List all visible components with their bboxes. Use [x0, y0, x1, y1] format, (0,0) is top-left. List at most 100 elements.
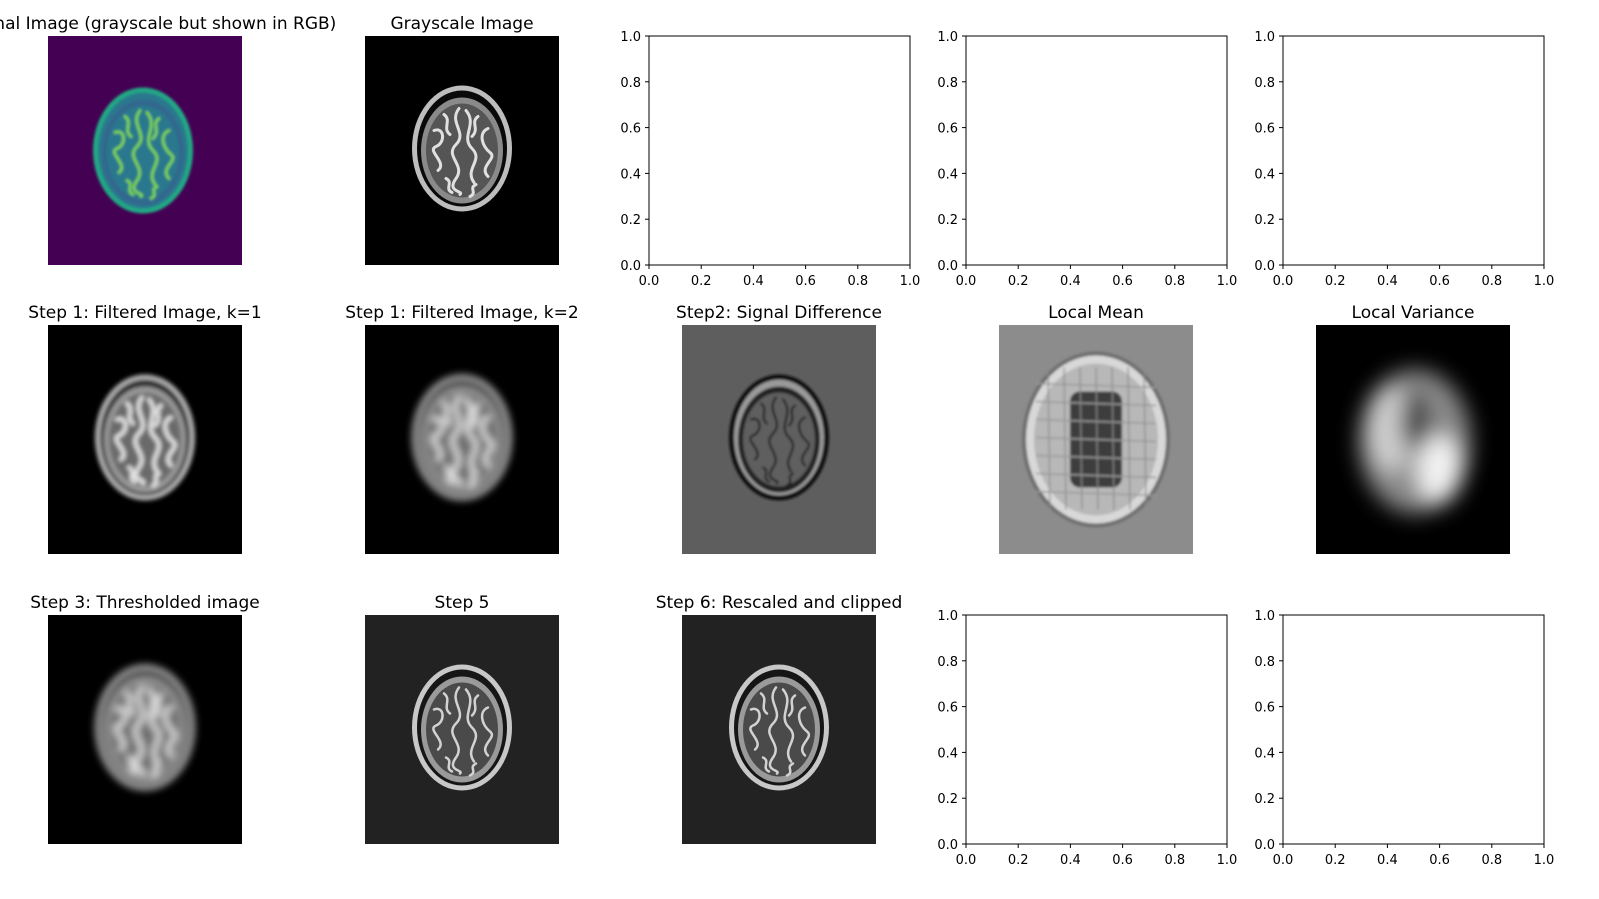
brain-image	[95, 374, 195, 501]
x-tick-label: 1.0	[1217, 853, 1238, 868]
image-panel	[682, 615, 876, 844]
x-tick-label: 0.2	[691, 274, 712, 289]
gyrus	[442, 113, 452, 136]
gyrus	[798, 416, 810, 467]
local-mean-image	[1022, 351, 1170, 528]
y-tick-label: 0.2	[1254, 792, 1275, 807]
gyrus	[162, 705, 178, 758]
gyrus	[127, 465, 137, 484]
gyrus	[113, 130, 125, 174]
image-panel	[48, 325, 242, 554]
image-panel	[1316, 325, 1510, 554]
y-tick-label: 1.0	[620, 30, 641, 45]
y-tick-label: 0.6	[937, 122, 958, 137]
x-tick-label: 0.8	[847, 274, 868, 289]
x-tick-label: 0.6	[1112, 853, 1133, 868]
x-tick-label: 0.4	[1060, 853, 1081, 868]
y-tick-label: 0.0	[1254, 838, 1275, 853]
gyrus	[749, 417, 761, 461]
y-tick-label: 0.2	[937, 213, 958, 228]
brain-image	[729, 664, 829, 791]
brain-image	[95, 664, 195, 791]
gyrus	[450, 107, 463, 196]
gyrus	[126, 755, 138, 774]
brain-tissue	[109, 682, 181, 777]
gyrus	[463, 397, 479, 474]
gyrus	[153, 403, 163, 428]
panel-title: Original Image (grayscale but shown in R…	[0, 14, 336, 34]
gyrus	[147, 397, 161, 474]
mean-streak	[1035, 454, 1157, 461]
gyrus	[151, 117, 161, 140]
y-tick-label: 0.2	[937, 792, 958, 807]
panel-title: Step2: Signal Difference	[676, 303, 882, 323]
brain-image	[729, 374, 829, 501]
gyrus	[760, 402, 768, 425]
gyrus	[451, 686, 462, 775]
variance-bright-right	[1417, 435, 1461, 504]
x-tick-label: 1.0	[1534, 853, 1555, 868]
mean-streak	[1143, 367, 1147, 510]
y-tick-label: 0.0	[620, 259, 641, 274]
y-tick-label: 0.8	[1254, 655, 1275, 670]
y-tick-label: 0.6	[1254, 701, 1275, 716]
image-panel	[682, 325, 876, 554]
gyrus	[480, 706, 494, 757]
panel-title: Step 5	[435, 593, 490, 613]
gyrus	[786, 472, 794, 487]
y-tick-label: 1.0	[937, 609, 958, 624]
x-tick-label: 0.6	[1112, 274, 1133, 289]
gyrus	[443, 465, 455, 484]
x-tick-label: 0.6	[795, 274, 816, 289]
brain-tissue	[743, 392, 815, 487]
brain-image	[412, 374, 512, 501]
gyrus	[442, 692, 452, 715]
panel-title: Step 1: Filtered Image, k=1	[28, 303, 261, 323]
x-tick-label: 0.8	[1481, 274, 1502, 289]
gyrus	[146, 687, 162, 764]
gyrus	[479, 415, 495, 468]
axes-frame	[1282, 35, 1545, 266]
gyrus	[125, 179, 135, 196]
axes: 0.0 0.2 0.4 0.6 0.8 1.0 0.0 0.2 0.4 0.6 0.8 1.0	[937, 609, 1237, 868]
x-tick-label: 0.8	[1481, 853, 1502, 868]
image-panel	[48, 615, 242, 844]
local-variance-image	[1359, 369, 1471, 514]
x-tick-label: 1.0	[900, 274, 921, 289]
gyrus	[768, 396, 779, 485]
gyrus	[785, 762, 795, 777]
x-tick-label: 0.8	[1164, 853, 1185, 868]
brain-image	[412, 85, 512, 212]
y-tick-label: 0.2	[1254, 213, 1275, 228]
gyrus	[444, 756, 454, 773]
gyrus	[782, 398, 794, 473]
y-tick-label: 0.6	[620, 122, 641, 137]
brain-image	[412, 664, 512, 791]
x-tick-label: 0.4	[743, 274, 764, 289]
gyrus	[163, 415, 177, 468]
gyrus	[441, 401, 453, 426]
y-tick-label: 0.2	[620, 213, 641, 228]
y-tick-label: 0.8	[937, 655, 958, 670]
gyrus	[124, 691, 136, 716]
gyrus	[133, 395, 146, 486]
x-tick-label: 0.0	[1273, 274, 1294, 289]
x-tick-label: 0.0	[639, 274, 660, 289]
y-tick-label: 1.0	[937, 30, 958, 45]
x-tick-label: 0.0	[956, 853, 977, 868]
panel-title: Step 6: Rescaled and clipped	[656, 593, 903, 613]
axes: 0.0 0.2 0.4 0.6 0.8 1.0 0.0 0.2 0.4 0.6 0.8 1.0	[1254, 609, 1554, 868]
y-tick-label: 0.8	[937, 76, 958, 91]
mean-streak	[1035, 490, 1157, 497]
gyrus	[152, 693, 164, 718]
gyrus	[749, 707, 761, 751]
brain-tissue	[109, 392, 181, 487]
y-tick-label: 0.6	[937, 701, 958, 716]
axes-frame	[965, 614, 1228, 845]
y-tick-label: 0.4	[1254, 746, 1275, 761]
gyrus	[114, 416, 128, 462]
image-panel	[365, 325, 559, 554]
gyrus	[788, 404, 796, 427]
gyrus	[149, 185, 159, 200]
